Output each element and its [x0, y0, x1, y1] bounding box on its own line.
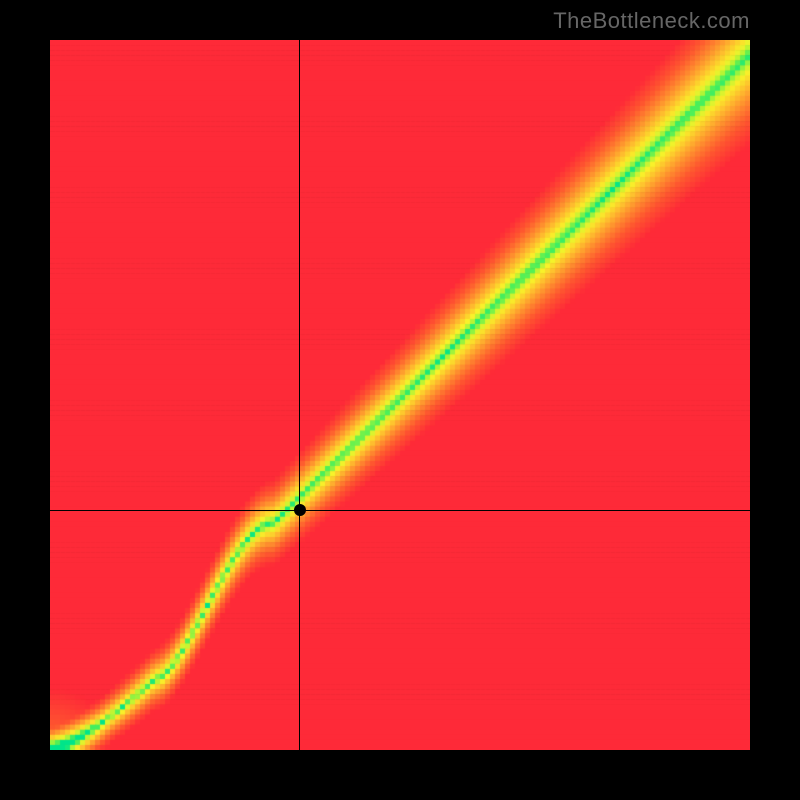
crosshair-marker — [294, 504, 306, 516]
plot-area — [50, 40, 750, 750]
crosshair-horizontal — [50, 510, 750, 511]
crosshair-vertical — [299, 40, 300, 750]
heatmap-canvas — [50, 40, 750, 750]
watermark-text: TheBottleneck.com — [553, 8, 750, 34]
